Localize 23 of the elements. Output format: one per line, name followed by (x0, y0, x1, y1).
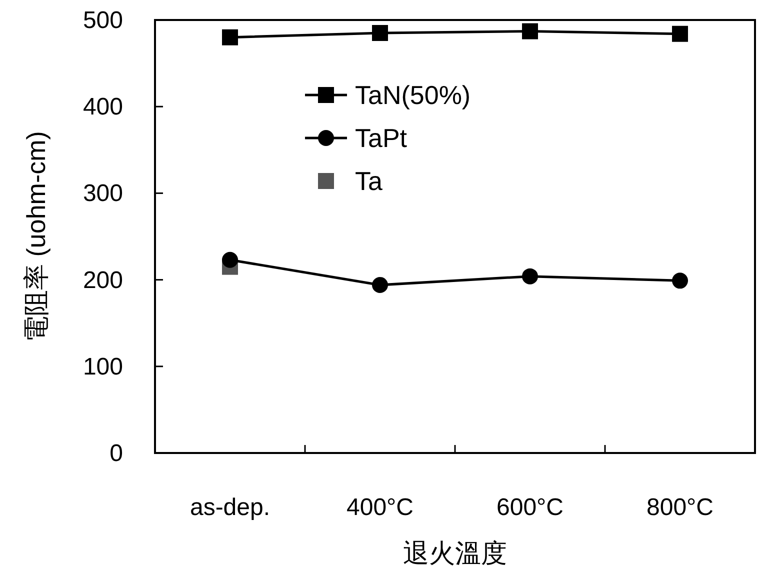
point (372, 24, 388, 41)
point (372, 276, 388, 293)
legend-label: TaPt (355, 123, 408, 153)
x-tick-label: 800°C (646, 494, 714, 521)
y-tick-label: 0 (110, 440, 123, 467)
point (522, 268, 538, 284)
x-axis-title: 退火溫度 (403, 538, 507, 568)
point (222, 252, 238, 268)
y-tick-label: 100 (82, 353, 123, 380)
x-tick-label: 400°C (346, 494, 414, 521)
point (522, 23, 538, 40)
point (672, 26, 688, 42)
y-tick-label: 300 (82, 180, 123, 208)
y-tick-label: 400 (82, 94, 123, 121)
y-tick-label: 200 (82, 266, 123, 294)
x-tick-label: as-dep. (190, 494, 270, 521)
point (222, 29, 238, 46)
legend-label: TaN(50%) (355, 80, 471, 110)
point (672, 272, 688, 289)
y-axis-title: 電阻率 (uohm-cm) (21, 131, 51, 342)
x-tick-label: 600°C (496, 494, 564, 521)
legend-label: Ta (355, 166, 383, 196)
y-tick-label: 500 (82, 7, 123, 34)
